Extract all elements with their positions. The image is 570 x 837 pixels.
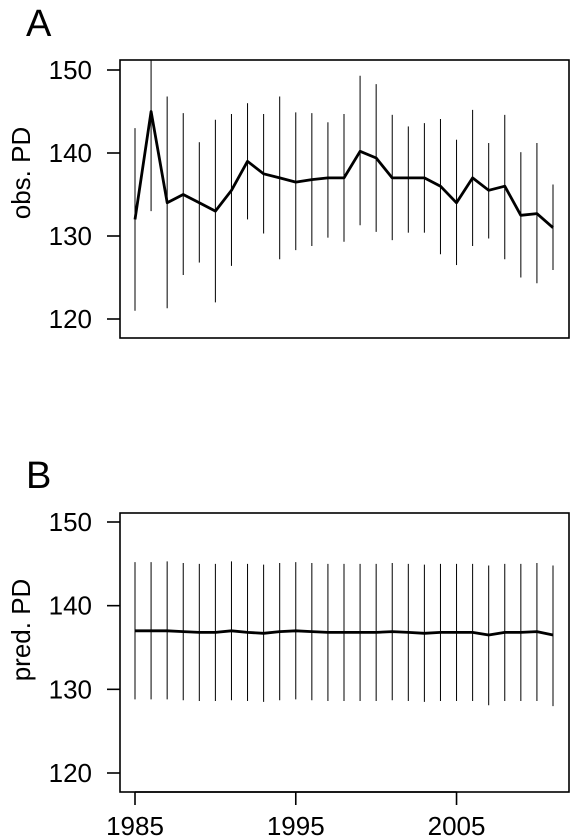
panel-b-y-axis: 120 130 140 150 bbox=[49, 507, 120, 788]
panel-b-letter: B bbox=[26, 455, 51, 497]
panel-a-letter: A bbox=[26, 3, 52, 45]
panel-b-series bbox=[135, 629, 554, 637]
panel-b-x-axis: 1985 1995 2005 bbox=[106, 791, 486, 837]
panel-b-x-tick-label: 1995 bbox=[267, 811, 325, 837]
panel-a: A obs. PD 120 130 140 150 bbox=[6, 3, 570, 339]
panel-b-y-tick-label: 120 bbox=[49, 758, 92, 788]
panel-a-y-tick-label: 140 bbox=[49, 138, 92, 168]
panel-a-y-tick-label: 120 bbox=[49, 304, 92, 334]
panel-b-y-tick-label: 140 bbox=[49, 591, 92, 621]
panel-b-plot-frame bbox=[119, 512, 570, 793]
panel-b-y-axis-title: pred. PD bbox=[6, 579, 36, 682]
panel-b: B pred. PD 120 130 140 150 1985 1995 2005 bbox=[6, 455, 570, 837]
panel-b-x-tick-label: 1985 bbox=[106, 811, 164, 837]
panel-a-y-tick-label: 150 bbox=[49, 55, 92, 85]
panel-b-x-tick-label: 2005 bbox=[428, 811, 486, 837]
panel-a-series bbox=[133, 110, 554, 229]
panel-a-plot-frame bbox=[119, 59, 570, 339]
panel-a-y-axis: 120 130 140 150 bbox=[49, 55, 120, 334]
panel-a-y-axis-title: obs. PD bbox=[6, 127, 36, 220]
panel-a-y-tick-label: 130 bbox=[49, 221, 92, 251]
panel-a-series-line bbox=[133, 110, 554, 229]
panel-b-series-line bbox=[135, 629, 554, 637]
panel-b-y-tick-label: 150 bbox=[49, 507, 92, 537]
panel-b-y-tick-label: 130 bbox=[49, 674, 92, 704]
panel-a-error-bars bbox=[134, 60, 554, 311]
